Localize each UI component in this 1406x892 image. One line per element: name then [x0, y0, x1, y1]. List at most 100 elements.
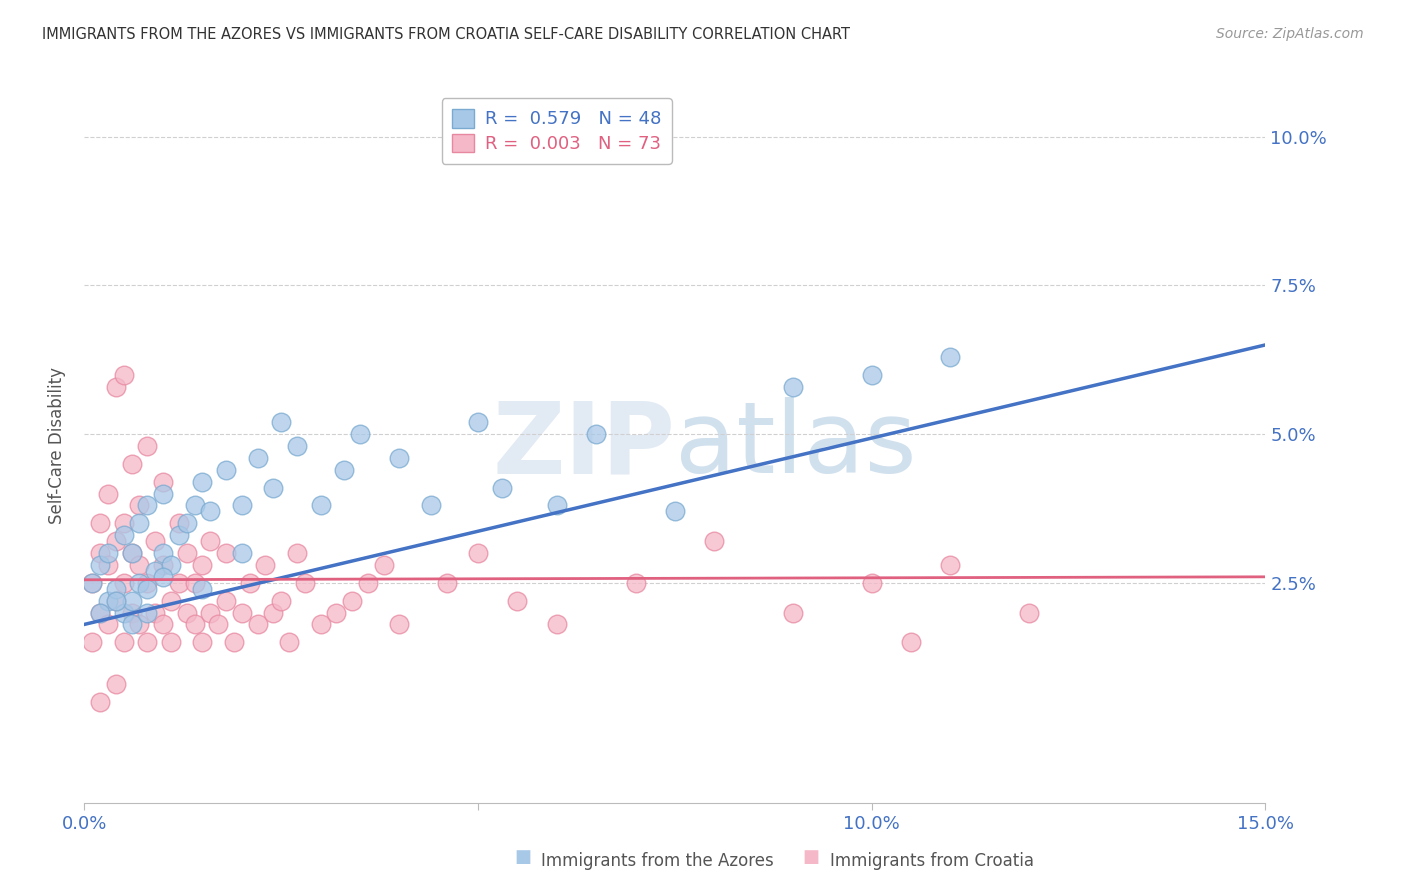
Point: [254, 558, 277, 572]
Point: [333, 463, 356, 477]
Point: [160, 593, 183, 607]
Point: [215, 546, 238, 560]
Point: [143, 564, 166, 578]
Point: [128, 516, 150, 531]
Point: [546, 617, 568, 632]
Point: [152, 570, 174, 584]
Point: [467, 415, 489, 429]
Point: [136, 439, 159, 453]
Point: [112, 368, 135, 382]
Point: [183, 617, 205, 632]
Point: [128, 499, 150, 513]
Point: [97, 546, 120, 560]
Text: IMMIGRANTS FROM THE AZORES VS IMMIGRANTS FROM CROATIA SELF-CARE DISABILITY CORRE: IMMIGRANTS FROM THE AZORES VS IMMIGRANTS…: [42, 27, 851, 42]
Text: ■: ■: [515, 848, 531, 866]
Point: [136, 575, 159, 590]
Legend: R =  0.579   N = 48, R =  0.003   N = 73: R = 0.579 N = 48, R = 0.003 N = 73: [441, 98, 672, 164]
Y-axis label: Self-Care Disability: Self-Care Disability: [48, 368, 66, 524]
Point: [270, 415, 292, 429]
Point: [191, 475, 214, 489]
Point: [152, 558, 174, 572]
Point: [419, 499, 441, 513]
Point: [782, 606, 804, 620]
Point: [121, 546, 143, 560]
Point: [200, 504, 222, 518]
Text: Immigrants from Croatia: Immigrants from Croatia: [830, 852, 1033, 870]
Point: [176, 606, 198, 620]
Text: ZIP: ZIP: [492, 398, 675, 494]
Point: [136, 499, 159, 513]
Point: [152, 486, 174, 500]
Text: atlas: atlas: [675, 398, 917, 494]
Point: [939, 558, 962, 572]
Point: [585, 427, 607, 442]
Point: [467, 546, 489, 560]
Point: [89, 546, 111, 560]
Point: [112, 528, 135, 542]
Point: [128, 575, 150, 590]
Point: [121, 546, 143, 560]
Point: [262, 481, 284, 495]
Point: [270, 593, 292, 607]
Point: [860, 575, 883, 590]
Point: [388, 617, 411, 632]
Point: [89, 516, 111, 531]
Point: [152, 546, 174, 560]
Point: [349, 427, 371, 442]
Point: [246, 450, 269, 465]
Point: [82, 575, 104, 590]
Point: [231, 546, 253, 560]
Point: [143, 534, 166, 549]
Point: [176, 516, 198, 531]
Point: [167, 516, 190, 531]
Point: [309, 499, 332, 513]
Point: [546, 499, 568, 513]
Point: [89, 606, 111, 620]
Point: [89, 606, 111, 620]
Point: [104, 582, 127, 596]
Point: [160, 635, 183, 649]
Point: [325, 606, 347, 620]
Point: [506, 593, 529, 607]
Point: [624, 575, 647, 590]
Point: [782, 379, 804, 393]
Point: [357, 575, 380, 590]
Point: [191, 635, 214, 649]
Text: Source: ZipAtlas.com: Source: ZipAtlas.com: [1216, 27, 1364, 41]
Point: [136, 635, 159, 649]
Point: [112, 516, 135, 531]
Point: [128, 558, 150, 572]
Point: [246, 617, 269, 632]
Point: [183, 575, 205, 590]
Point: [939, 350, 962, 364]
Point: [104, 534, 127, 549]
Point: [388, 450, 411, 465]
Point: [136, 582, 159, 596]
Point: [121, 457, 143, 471]
Text: ■: ■: [803, 848, 820, 866]
Point: [112, 635, 135, 649]
Point: [215, 593, 238, 607]
Point: [703, 534, 725, 549]
Point: [309, 617, 332, 632]
Point: [200, 606, 222, 620]
Point: [200, 534, 222, 549]
Point: [104, 379, 127, 393]
Point: [183, 499, 205, 513]
Point: [82, 575, 104, 590]
Point: [97, 558, 120, 572]
Point: [207, 617, 229, 632]
Point: [128, 617, 150, 632]
Point: [152, 475, 174, 489]
Point: [89, 558, 111, 572]
Point: [121, 606, 143, 620]
Point: [167, 528, 190, 542]
Point: [176, 546, 198, 560]
Point: [900, 635, 922, 649]
Point: [167, 575, 190, 590]
Point: [239, 575, 262, 590]
Point: [294, 575, 316, 590]
Point: [143, 606, 166, 620]
Point: [285, 439, 308, 453]
Point: [191, 558, 214, 572]
